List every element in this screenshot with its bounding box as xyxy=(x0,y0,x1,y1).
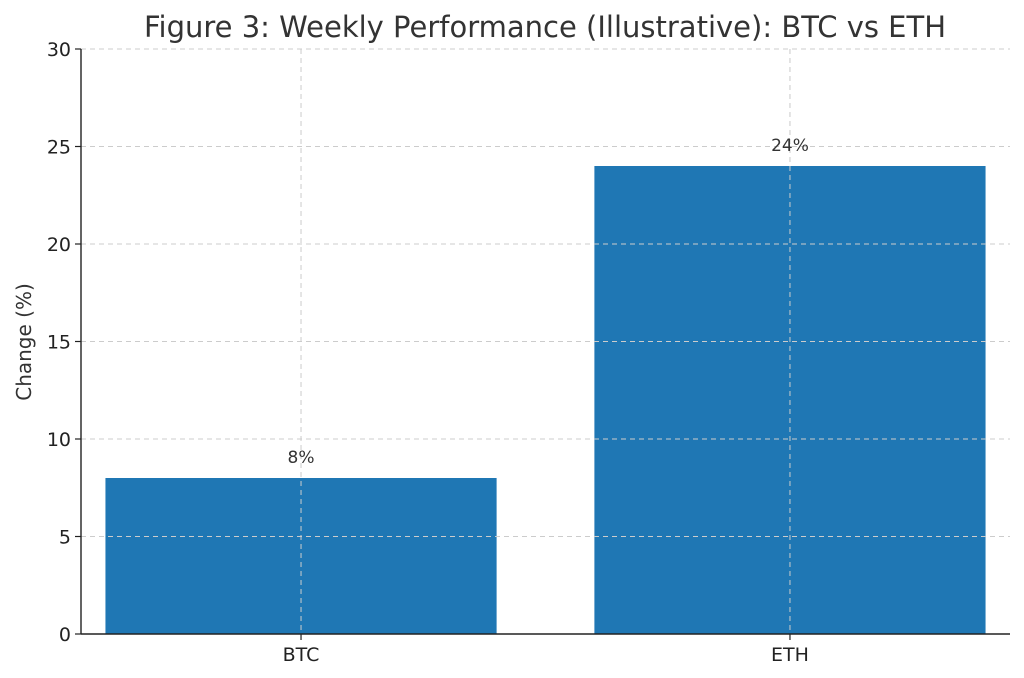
y-tick-label: 5 xyxy=(59,527,71,549)
y-tick-label: 30 xyxy=(47,39,71,61)
data-label-btc: 8% xyxy=(288,448,315,468)
y-tick-label: 20 xyxy=(47,234,71,256)
y-tick-label: 25 xyxy=(47,137,71,159)
labels-layer: 0 5 10 15 20 25 30 8% 24% BTC ETH xyxy=(47,39,809,666)
x-tick-label: BTC xyxy=(283,644,320,666)
x-tick-label: ETH xyxy=(771,644,809,666)
data-label-eth: 24% xyxy=(771,136,809,156)
y-tick-label: 15 xyxy=(47,332,71,354)
chart-title: Figure 3: Weekly Performance (Illustrati… xyxy=(144,10,946,44)
bars-layer xyxy=(81,48,1010,634)
axes-layer xyxy=(75,48,1010,640)
y-tick-label: 10 xyxy=(47,429,71,451)
y-tick-label: 0 xyxy=(59,624,71,646)
y-axis-label: Change (%) xyxy=(12,283,36,401)
